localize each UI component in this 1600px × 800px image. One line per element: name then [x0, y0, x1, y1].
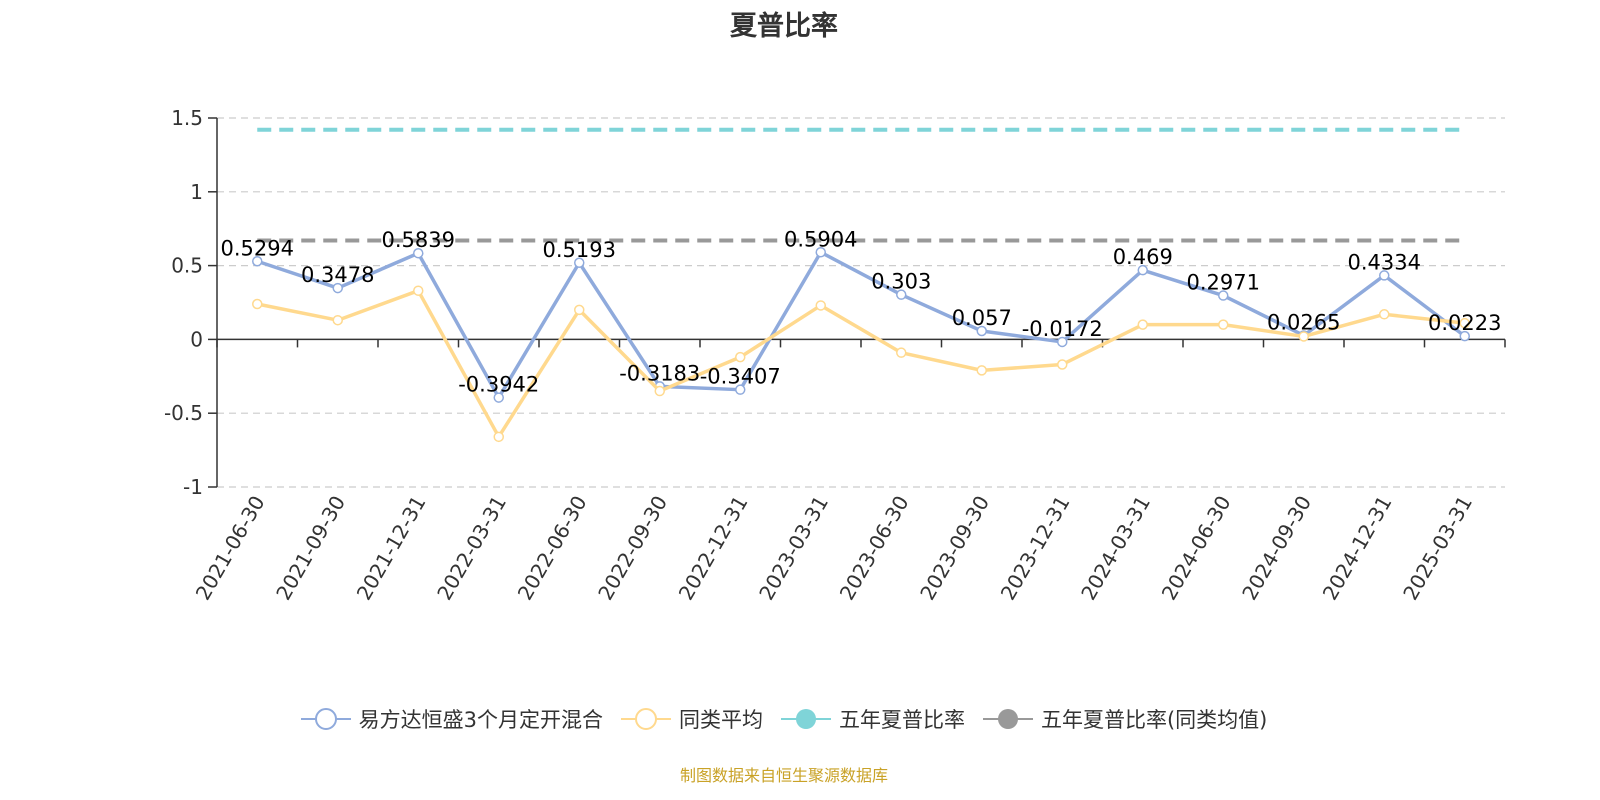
- legend-open-circle-icon: [300, 708, 351, 730]
- data-point: [1459, 317, 1470, 329]
- y-tick-label: 1.5: [171, 106, 203, 130]
- data-point: [815, 300, 826, 311]
- data-label: 0.5193: [543, 238, 616, 262]
- data-label: 0.3478: [301, 263, 374, 287]
- legend-filled-circle-icon: [780, 709, 831, 729]
- data-point: [1379, 309, 1390, 320]
- data-point: [252, 298, 263, 310]
- data-label: 0.0223: [1428, 311, 1501, 335]
- data-label: 0.057: [952, 306, 1012, 330]
- y-tick-label: -1: [183, 475, 203, 499]
- x-tick-label: 2024-12-31: [1318, 492, 1397, 605]
- data-point: [1298, 331, 1309, 342]
- y-tick-label: 0.5: [171, 254, 203, 278]
- x-tick-label: 2021-09-30: [271, 492, 350, 605]
- x-tick-label: 2023-03-31: [754, 492, 833, 605]
- legend-label-five-year: 五年夏普比率: [838, 708, 965, 732]
- data-point: [252, 256, 263, 267]
- data-label: 0.303: [871, 270, 931, 294]
- data-point: [332, 282, 343, 294]
- legend-label-five-year-peer: 五年夏普比率(同类均值): [1040, 708, 1268, 732]
- data-point: [976, 365, 987, 376]
- legend-open-circle-icon: [620, 708, 671, 730]
- x-tick-label: 2025-03-31: [1398, 492, 1477, 605]
- legend-label-fund: 易方达恒盛3个月定开混合: [358, 708, 603, 732]
- data-point: [493, 431, 504, 443]
- data-label: 0.4334: [1348, 250, 1421, 274]
- data-point: [413, 247, 424, 259]
- x-tick-label: 2023-09-30: [915, 492, 994, 605]
- x-tick-label: 2022-03-31: [432, 492, 511, 605]
- data-label: 0.5904: [784, 227, 857, 251]
- data-point: [1379, 270, 1390, 281]
- x-tick-label: 2021-12-31: [352, 492, 431, 605]
- legend-label-peer-average: 同类平均: [678, 708, 763, 732]
- data-point: [1057, 359, 1068, 370]
- data-point: [1057, 336, 1068, 348]
- data-point: [574, 304, 585, 316]
- legend-item-five-year-peer[interactable]: 五年夏普比率(同类均值): [982, 704, 1268, 734]
- series-line: [256, 250, 1466, 400]
- x-tick-label: 2022-12-31: [674, 492, 753, 605]
- data-point: [493, 392, 504, 403]
- data-point: [1218, 319, 1229, 330]
- data-point: [332, 314, 343, 326]
- data-label: -0.3942: [458, 373, 539, 397]
- data-point: [1137, 319, 1148, 330]
- x-tick-label: 2024-09-30: [1237, 492, 1316, 605]
- y-tick-label: -0.5: [164, 401, 203, 425]
- data-label: 0.5839: [382, 228, 455, 252]
- y-tick-label: 0: [190, 327, 203, 351]
- legend-filled-circle-icon: [982, 709, 1033, 729]
- data-point: [735, 351, 746, 363]
- legend-item-peer-average[interactable]: 同类平均: [620, 704, 763, 734]
- chart-title: 夏普比率: [730, 11, 838, 42]
- series-lines: [252, 247, 1470, 443]
- data-label: -0.0172: [1022, 317, 1103, 341]
- data-point: [815, 247, 826, 258]
- x-tick-label: 2024-06-30: [1157, 492, 1236, 605]
- x-tick-label: 2022-09-30: [593, 492, 672, 605]
- x-tick-label: 2023-12-31: [996, 492, 1075, 605]
- y-tick-label: 1: [190, 180, 203, 204]
- source-note: 制图数据来自恒生聚源数据库: [679, 766, 888, 785]
- data-point: [1218, 290, 1229, 301]
- legend: 易方达恒盛3个月定开混合 同类平均 五年夏普比率 五年夏普比率(同类均值): [0, 704, 1568, 734]
- data-point: [1137, 264, 1148, 276]
- data-point: [896, 347, 907, 358]
- data-point: [654, 385, 665, 397]
- legend-item-five-year[interactable]: 五年夏普比率: [780, 704, 965, 734]
- legend-item-fund[interactable]: 易方达恒盛3个月定开混合: [300, 704, 603, 734]
- data-label: 0.0265: [1267, 310, 1340, 334]
- data-point: [1459, 330, 1470, 342]
- data-label: -0.3407: [700, 365, 781, 389]
- x-tick-label: 2022-06-30: [513, 492, 592, 605]
- reference-lines: [257, 127, 1465, 243]
- x-tick-label: 2023-06-30: [835, 492, 914, 605]
- data-point: [976, 325, 987, 337]
- data-point: [413, 285, 424, 296]
- data-label: 0.5294: [221, 236, 294, 260]
- data-label: 0.2971: [1187, 271, 1260, 295]
- data-label: -0.3183: [619, 361, 700, 385]
- data-point: [735, 384, 746, 395]
- grid-lines: [217, 117, 1505, 488]
- x-tick-label: 2021-06-30: [191, 492, 270, 605]
- x-tick-label: 2024-03-31: [1076, 492, 1155, 605]
- series-line: [256, 288, 1465, 439]
- data-point: [574, 257, 585, 269]
- data-point: [896, 289, 907, 300]
- data-label: 0.469: [1113, 245, 1173, 269]
